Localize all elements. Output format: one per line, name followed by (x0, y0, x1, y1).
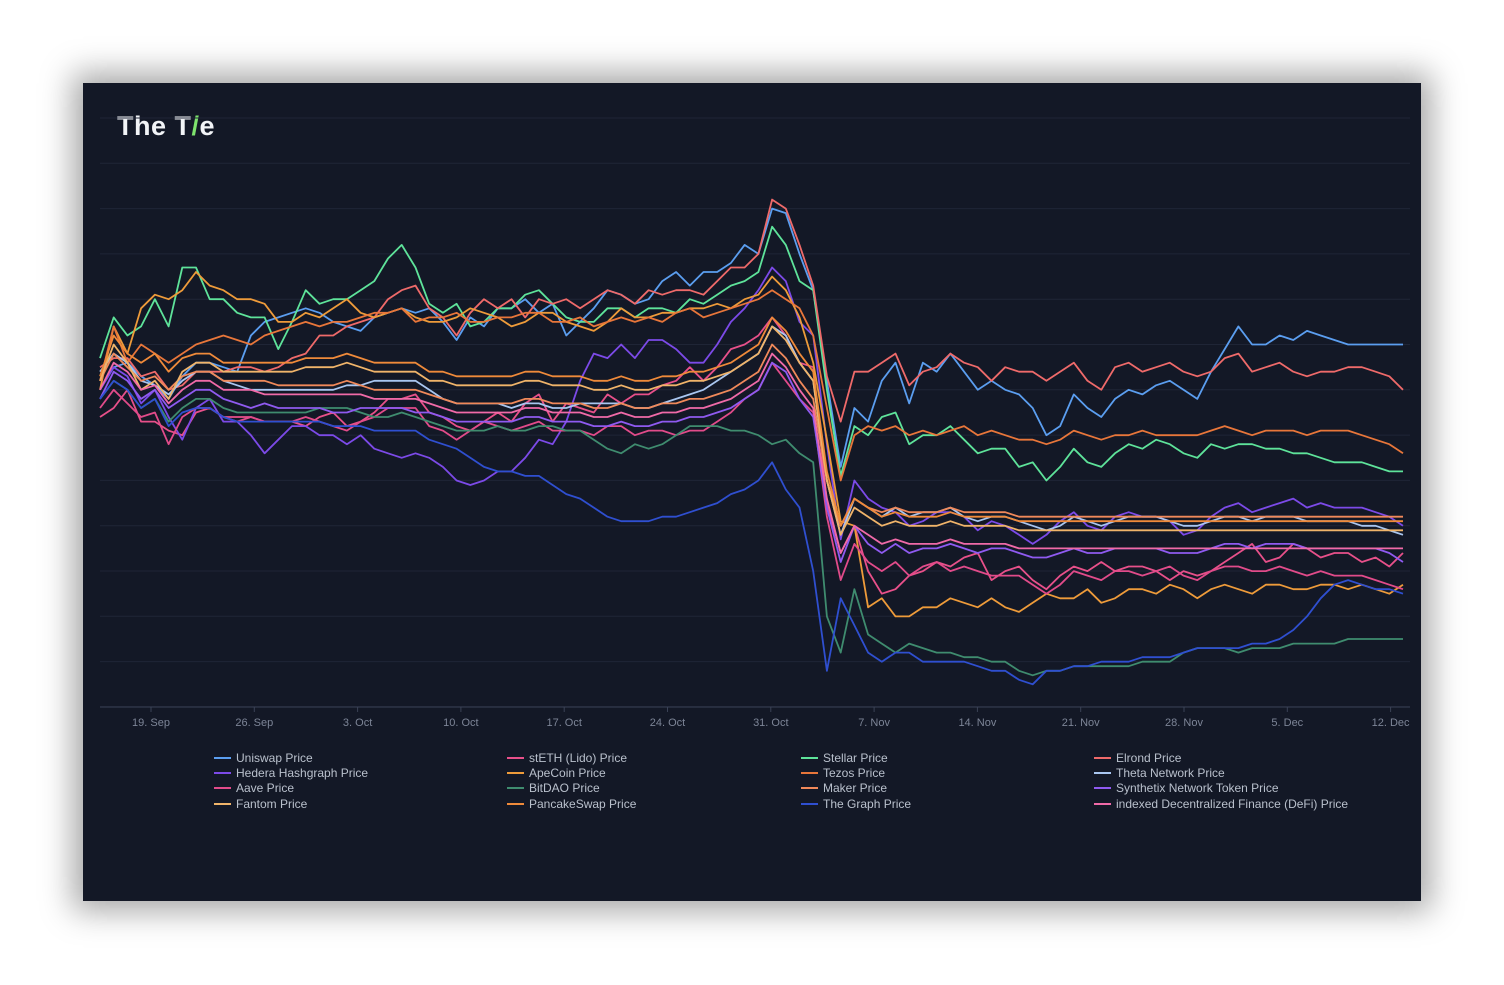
legend-swatch (1094, 771, 1111, 774)
legend-item[interactable]: The Graph Price (801, 796, 911, 811)
legend-swatch (801, 771, 818, 774)
series-line-pancakeswap-price[interactable] (99, 316, 1403, 527)
legend-item[interactable]: Fantom Price (214, 796, 307, 811)
series-line-aave-price[interactable] (99, 361, 1404, 595)
legend-label: BitDAO Price (529, 780, 600, 795)
legend-label: Elrond Price (1116, 750, 1182, 765)
legend-item[interactable]: stETH (Lido) Price (507, 750, 627, 765)
series-line-maker-price[interactable] (99, 343, 1403, 527)
chart-panel: The T/e 19. Sep 26. Sep 3. Oct 10. Oct 17. O… (83, 83, 1421, 901)
series-line-steth-lido-price[interactable] (99, 316, 1404, 595)
series-line-indexed-decentralized-finance-defi-price[interactable] (99, 352, 1403, 554)
legend-item[interactable]: PancakeSwap Price (507, 796, 636, 811)
x-tick-label: 5. Dec (1271, 717, 1303, 729)
x-tick-label: 12. Dec (1372, 717, 1410, 729)
x-tick-label: 3. Oct (343, 717, 372, 729)
x-tick-label: 10. Oct (443, 717, 478, 729)
legend-label: Maker Price (823, 780, 888, 795)
legend-label: stETH (Lido) Price (529, 750, 628, 765)
legend-label: PancakeSwap Price (529, 796, 637, 811)
legend-item[interactable]: ApeCoin Price (507, 765, 606, 780)
series-line-hedera-hashgraph-price[interactable] (99, 266, 1404, 545)
series-line-tezos-price[interactable] (99, 289, 1404, 482)
legend-label: indexed Decentralized Finance (DeFi) Pri… (1116, 796, 1349, 811)
legend-label: ApeCoin Price (529, 765, 606, 780)
x-tick-label: 31. Oct (753, 717, 788, 729)
series-line-elrond-price[interactable] (99, 198, 1404, 423)
legend-label: Aave Price (236, 780, 295, 795)
series-line-stellar-price[interactable] (99, 225, 1403, 482)
series-line-the-graph-price[interactable] (99, 379, 1404, 686)
legend-label: Stellar Price (823, 750, 888, 765)
legend-swatch (214, 786, 231, 789)
legend-label: Hedera Hashgraph Price (236, 765, 369, 780)
legend-item[interactable]: Stellar Price (801, 750, 888, 765)
x-tick-label: 7. Nov (858, 717, 890, 729)
legend-swatch (507, 802, 524, 805)
legend-item[interactable]: Maker Price (801, 780, 887, 795)
series-line-uniswap-price[interactable] (99, 207, 1403, 468)
series-line-synthetix-network-token-price[interactable] (99, 361, 1404, 563)
x-tick-label: 21. Nov (1062, 717, 1100, 729)
x-tick-label: 26. Sep (235, 717, 273, 729)
series-line-fantom-price[interactable] (99, 325, 1403, 536)
legend-item[interactable]: BitDAO Price (507, 780, 600, 795)
x-tick-label: 28. Nov (1165, 717, 1203, 729)
legend-swatch (801, 786, 818, 789)
legend-swatch (1094, 756, 1111, 759)
x-tick-label: 14. Nov (958, 717, 996, 729)
legend-item[interactable]: Synthetix Network Token Price (1094, 780, 1279, 795)
x-tick-label: 17. Oct (546, 717, 581, 729)
legend-swatch (214, 756, 231, 759)
legend-swatch (1094, 786, 1111, 789)
legend-item[interactable]: Theta Network Price (1094, 765, 1225, 780)
legend-swatch (507, 756, 524, 759)
legend-item[interactable]: Hedera Hashgraph Price (214, 765, 368, 780)
legend-swatch (214, 771, 231, 774)
legend-item[interactable]: indexed Decentralized Finance (DeFi) Pri… (1094, 796, 1348, 811)
x-tick-label: 24. Oct (650, 717, 685, 729)
legend-label: Synthetix Network Token Price (1116, 780, 1279, 795)
price-line-chart: 19. Sep 26. Sep 3. Oct 10. Oct 17. Oct 24. Oc… (99, 117, 1410, 729)
legend-swatch (801, 802, 818, 805)
legend-swatch (214, 802, 231, 805)
chart-legend: Uniswap Price stETH (Lido) Price Stellar P… (83, 748, 1421, 818)
legend-label: Uniswap Price (236, 750, 313, 765)
legend-swatch (507, 771, 524, 774)
legend-item[interactable]: Elrond Price (1094, 750, 1181, 765)
legend-label: Theta Network Price (1116, 765, 1225, 780)
legend-swatch (801, 756, 818, 759)
legend-item[interactable]: Tezos Price (801, 765, 885, 780)
series-line-bitdao-price[interactable] (99, 379, 1403, 677)
legend-swatch (1094, 802, 1111, 805)
legend-item[interactable]: Uniswap Price (214, 750, 313, 765)
legend-label: Fantom Price (236, 796, 308, 811)
x-tick-label: 19. Sep (132, 717, 170, 729)
legend-label: The Graph Price (823, 796, 912, 811)
legend-item[interactable]: Aave Price (214, 780, 294, 795)
legend-label: Tezos Price (823, 765, 886, 780)
series-line-apecoin-price[interactable] (99, 271, 1404, 618)
legend-swatch (507, 786, 524, 789)
